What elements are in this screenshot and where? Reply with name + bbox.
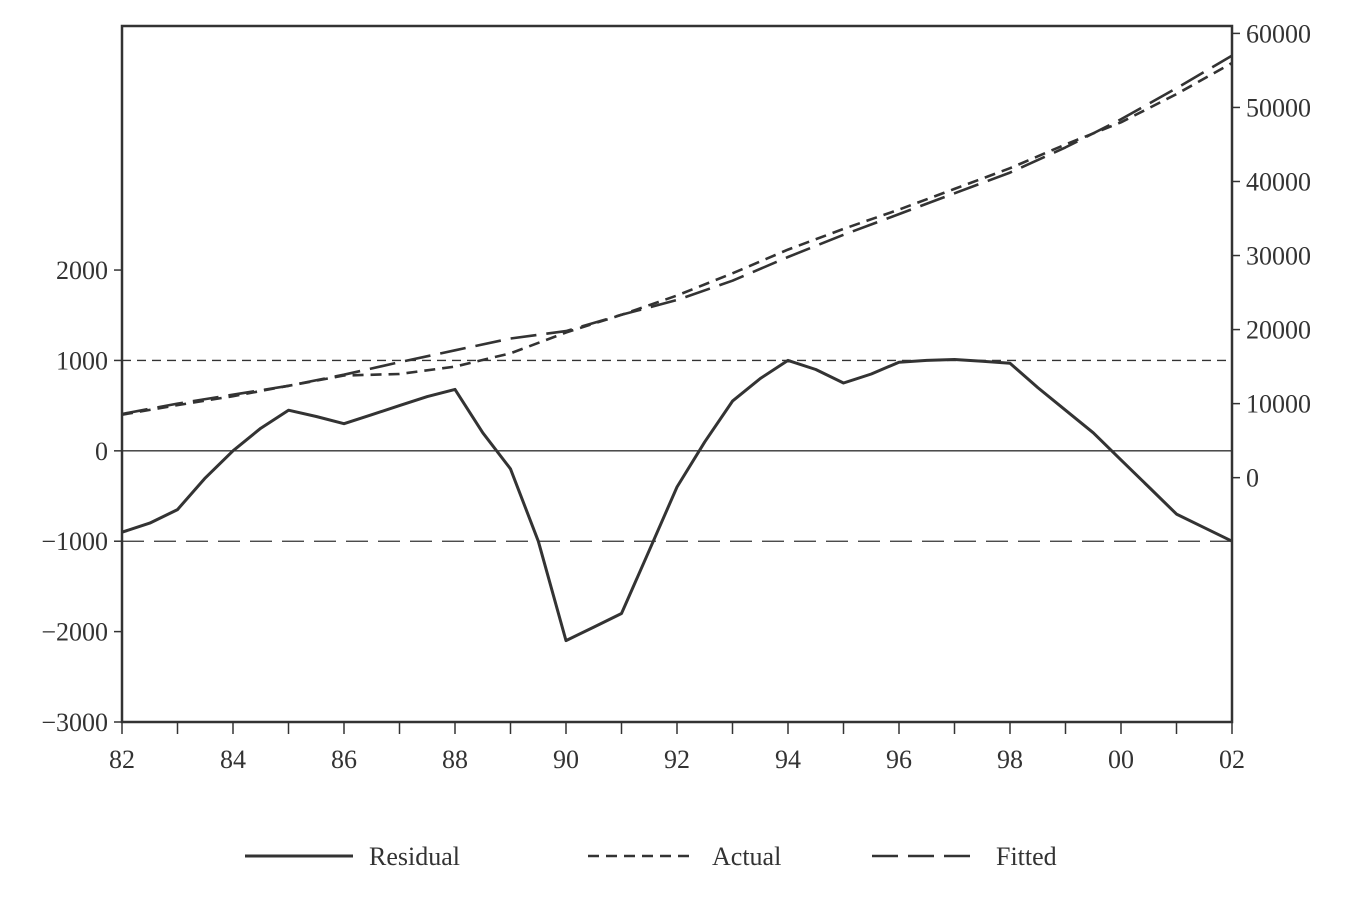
x-tick-label: 88 [442,745,468,774]
left-y-tick-label: 0 [95,437,108,466]
right-y-tick-label: 30000 [1246,242,1311,271]
right-y-tick-label: 0 [1246,464,1259,493]
reference-lines [122,359,1232,542]
right-y-axis: 0 10000 20000 30000 40000 50000 60000 [1232,19,1311,493]
x-tick-label: 98 [997,745,1023,774]
plot-frame [120,24,1234,724]
series-layer [121,54,1233,643]
x-axis: 82 84 86 88 90 92 94 96 98 00 02 [109,722,1245,774]
right-y-tick-label: 10000 [1246,390,1311,419]
x-tick-label: 96 [886,745,912,774]
series-line-residual [121,358,1233,643]
left-y-tick-label: −3000 [41,708,108,737]
left-y-axis: −3000 −2000 −1000 0 1000 2000 [41,256,122,737]
series-line-fitted [121,54,1233,416]
right-y-tick-label: 50000 [1246,93,1311,122]
x-tick-label: 82 [109,745,135,774]
x-tick-label: 00 [1108,745,1134,774]
left-y-tick-label: 2000 [56,256,108,285]
left-y-tick-label: −2000 [41,618,108,647]
right-y-tick-label: 40000 [1246,167,1311,196]
x-tick-label: 90 [553,745,579,774]
x-tick-label: 86 [331,745,357,774]
legend: Residual Actual Fitted [245,842,1057,871]
x-tick-label: 94 [775,745,801,774]
legend-label-actual: Actual [712,842,781,871]
x-tick-label: 02 [1219,745,1245,774]
series-line-actual [121,61,1233,416]
right-y-tick-label: 60000 [1246,19,1311,48]
right-y-tick-label: 20000 [1246,316,1311,345]
x-tick-label: 84 [220,745,246,774]
legend-label-fitted: Fitted [996,842,1057,871]
legend-label-residual: Residual [369,842,460,871]
left-y-tick-label: 1000 [56,346,108,375]
x-tick-label: 92 [664,745,690,774]
left-y-tick-label: −1000 [41,527,108,556]
